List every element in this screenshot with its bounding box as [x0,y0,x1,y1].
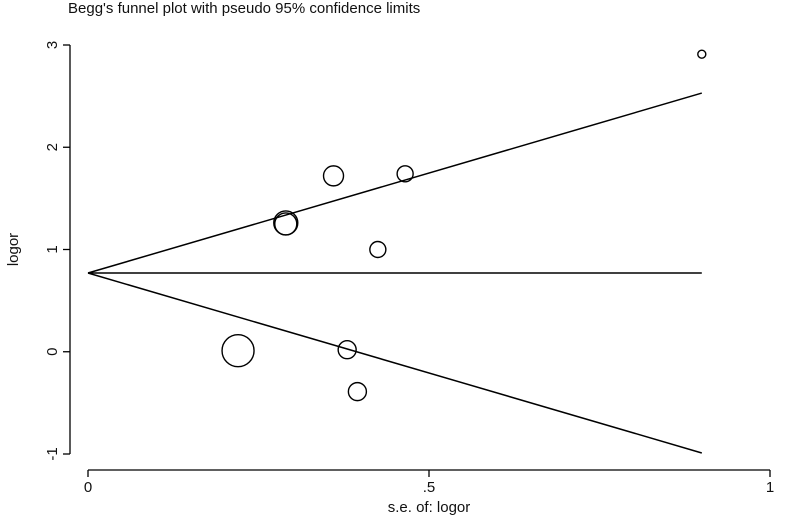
study-point [697,49,707,59]
upper-confidence-limit [87,92,703,274]
study-point [322,165,345,187]
funnel-lines [87,92,703,454]
y-tick-label: 1 [44,245,61,253]
y-axis-label: logor [5,233,22,266]
x-tick-label: .5 [423,479,436,496]
study-points [221,49,707,402]
x-tick-label: 0 [84,479,92,496]
study-point [396,165,414,183]
study-point [221,334,255,368]
y-tick-label: 2 [44,143,61,151]
x-axis-label: s.e. of: logor [388,499,471,516]
study-point [347,381,368,402]
study-point [337,340,357,360]
lower-confidence-limit [87,272,703,454]
y-tick-label: -1 [44,447,61,460]
y-tick-label: 0 [44,348,61,356]
study-point [369,240,387,259]
chart-title: Begg's funnel plot with pseudo 95% confi… [68,0,421,17]
x-tick-label: 1 [766,479,774,496]
axes: 0 .5 1 -1 0 1 2 3 [44,41,774,496]
study-point [274,212,298,236]
y-tick-label: 3 [44,41,61,49]
